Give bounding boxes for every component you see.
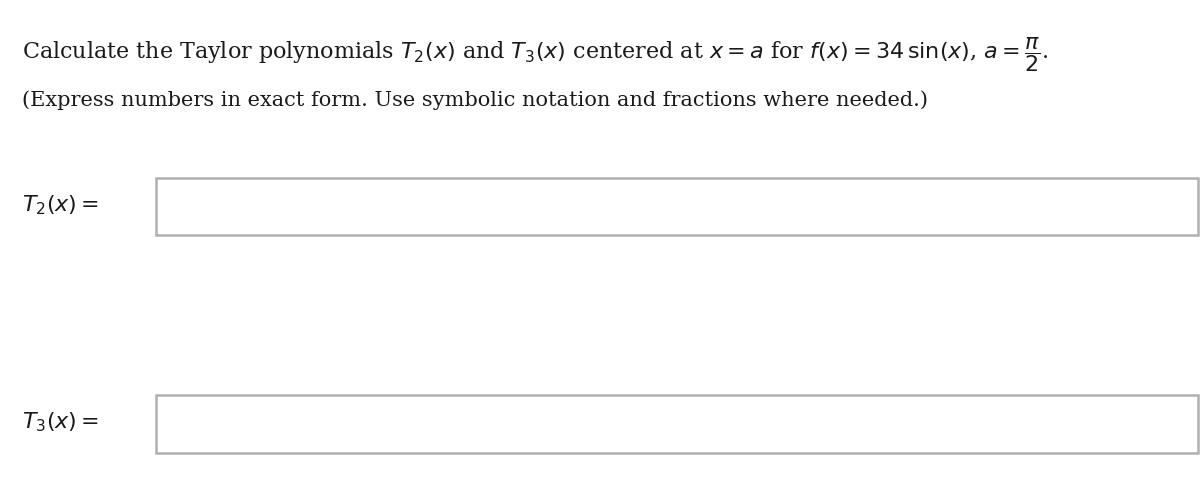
Text: $T_2(x) =$: $T_2(x) =$ <box>22 193 98 217</box>
FancyBboxPatch shape <box>156 178 1198 235</box>
Text: (Express numbers in exact form. Use symbolic notation and fractions where needed: (Express numbers in exact form. Use symb… <box>22 90 928 110</box>
FancyBboxPatch shape <box>156 395 1198 452</box>
Text: Calculate the Taylor polynomials $T_2(x)$ and $T_3(x)$ centered at $x = a$ for $: Calculate the Taylor polynomials $T_2(x)… <box>22 35 1049 74</box>
Text: $T_3(x) =$: $T_3(x) =$ <box>22 410 98 434</box>
